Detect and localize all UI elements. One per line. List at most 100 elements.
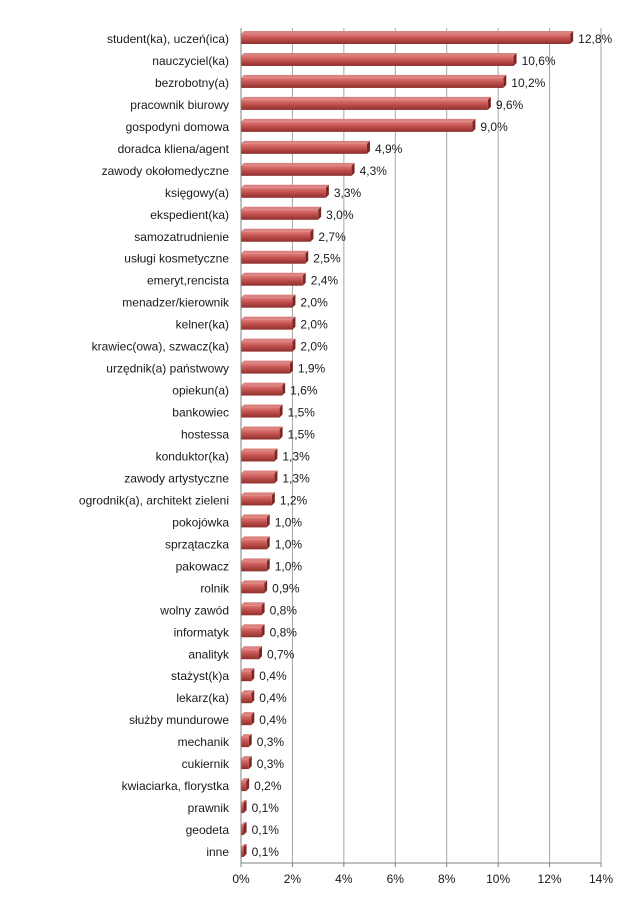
bar-side-face bbox=[503, 74, 507, 88]
bar-side-face bbox=[266, 536, 270, 550]
bar-front-face bbox=[241, 737, 249, 748]
category-label-38: inne bbox=[206, 845, 229, 859]
bar-19 bbox=[241, 426, 283, 440]
bar-side-face bbox=[513, 52, 517, 66]
bar-top-face bbox=[241, 558, 270, 562]
bar-top-face bbox=[241, 250, 309, 254]
bar-top-face bbox=[241, 162, 355, 166]
bar-12 bbox=[241, 272, 306, 286]
value-label-16: 1,9% bbox=[298, 362, 326, 376]
bar-side-face bbox=[292, 338, 296, 352]
bar-10 bbox=[241, 228, 314, 242]
tick-label-2: 2% bbox=[284, 872, 302, 886]
category-label-18: bankowiec bbox=[172, 406, 229, 420]
bar-top-face bbox=[241, 690, 255, 694]
bar-front-face bbox=[241, 803, 244, 814]
bar-top-face bbox=[241, 206, 322, 210]
bar-top-face bbox=[241, 382, 286, 386]
bar-15 bbox=[241, 338, 296, 352]
bar-side-face bbox=[279, 404, 283, 418]
bar-28 bbox=[241, 624, 265, 638]
bar-front-face bbox=[241, 583, 265, 594]
bar-top-face bbox=[241, 822, 247, 826]
category-label-27: wolny zawód bbox=[159, 603, 229, 617]
category-label-35: kwiaciarka, florystka bbox=[122, 779, 230, 793]
bar-1 bbox=[241, 30, 574, 44]
value-label-18: 1,5% bbox=[288, 406, 316, 420]
value-label-21: 1,3% bbox=[282, 471, 310, 485]
value-label-33: 0,3% bbox=[257, 735, 285, 749]
category-label-23: pokojówka bbox=[172, 515, 229, 529]
value-label-3: 10,2% bbox=[511, 76, 545, 90]
value-label-31: 0,4% bbox=[259, 691, 287, 705]
tick-label-14: 14% bbox=[589, 872, 613, 886]
tick-label-4: 4% bbox=[335, 872, 353, 886]
category-label-25: pakowacz bbox=[176, 559, 229, 573]
category-label-16: urzędnik(a) państwowy bbox=[106, 362, 229, 376]
value-label-10: 2,7% bbox=[318, 230, 346, 244]
bar-front-face bbox=[241, 847, 244, 858]
bar-side-face bbox=[367, 140, 370, 154]
bar-top-face bbox=[241, 118, 476, 122]
category-label-33: mechanik bbox=[178, 735, 230, 749]
value-label-28: 0,8% bbox=[270, 625, 298, 639]
value-label-1: 12,8% bbox=[578, 32, 612, 46]
bar-34 bbox=[241, 756, 252, 770]
bar-18 bbox=[241, 404, 283, 418]
value-label-19: 1,5% bbox=[288, 428, 316, 442]
bar-front-face bbox=[241, 363, 290, 374]
bar-top-face bbox=[241, 448, 278, 452]
bar-top-face bbox=[241, 734, 252, 738]
bar-top-face bbox=[241, 470, 278, 474]
bar-front-face bbox=[241, 561, 267, 572]
bar-side-face bbox=[274, 448, 278, 462]
bar-front-face bbox=[241, 407, 280, 418]
value-label-29: 0,7% bbox=[267, 647, 295, 661]
bar-side-face bbox=[292, 294, 296, 308]
bar-top-face bbox=[241, 184, 329, 188]
tick-label-8: 8% bbox=[438, 872, 456, 886]
value-label-38: 0,1% bbox=[252, 845, 280, 859]
category-label-26: rolnik bbox=[200, 581, 230, 595]
bar-side-face bbox=[292, 316, 296, 330]
bar-front-face bbox=[241, 99, 488, 110]
bar-20 bbox=[241, 448, 278, 462]
bar-front-face bbox=[241, 231, 311, 242]
value-label-23: 1,0% bbox=[275, 515, 303, 529]
bars bbox=[241, 30, 574, 858]
bar-top-face bbox=[241, 514, 270, 518]
bar-front-face bbox=[241, 341, 293, 352]
bar-front-face bbox=[241, 649, 259, 660]
bar-side-face bbox=[274, 470, 278, 484]
bar-front-face bbox=[241, 55, 514, 66]
category-label-34: cukiernik bbox=[182, 757, 230, 771]
bar-front-face bbox=[241, 319, 293, 330]
bar-side-face bbox=[261, 624, 265, 638]
bar-front-face bbox=[241, 121, 473, 132]
bar-top-face bbox=[241, 360, 293, 364]
tick-label-12: 12% bbox=[538, 872, 562, 886]
bar-side-face bbox=[310, 228, 314, 242]
bar-side-face bbox=[243, 822, 247, 836]
bar-top-face bbox=[241, 426, 283, 430]
category-label-30: stażyst(k)a bbox=[171, 669, 229, 683]
bar-33 bbox=[241, 734, 252, 748]
bar-front-face bbox=[241, 671, 252, 682]
bar-top-face bbox=[241, 30, 574, 34]
value-label-26: 0,9% bbox=[272, 581, 300, 595]
bar-5 bbox=[241, 118, 476, 132]
tick-label-6: 6% bbox=[387, 872, 405, 886]
category-label-8: księgowy(a) bbox=[165, 186, 229, 200]
category-label-28: informatyk bbox=[174, 625, 230, 639]
category-label-5: gospodyni domowa bbox=[126, 120, 230, 134]
value-label-9: 3,0% bbox=[326, 208, 354, 222]
bar-31 bbox=[241, 690, 255, 704]
bar-side-face bbox=[243, 800, 247, 814]
bar-side-face bbox=[259, 646, 262, 660]
bar-side-face bbox=[266, 558, 270, 572]
bar-2 bbox=[241, 52, 517, 66]
bar-front-face bbox=[241, 187, 326, 198]
category-label-15: krawiec(owa), szwacz(ka) bbox=[92, 340, 229, 354]
value-label-36: 0,1% bbox=[252, 801, 280, 815]
bar-front-face bbox=[241, 209, 319, 220]
